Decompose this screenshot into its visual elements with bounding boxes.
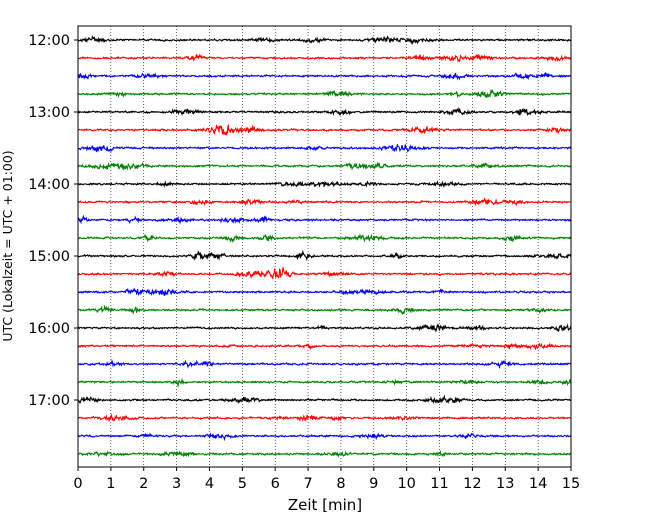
seismic-trace	[77, 342, 572, 351]
x-tick-label: 7	[303, 476, 312, 492]
x-tick-label: 12	[463, 476, 481, 492]
trace-layer	[77, 34, 572, 458]
x-tick-label: 5	[238, 476, 247, 492]
x-tick-label: 13	[496, 476, 514, 492]
x-tick-label: 8	[336, 476, 345, 492]
seismic-trace	[77, 71, 572, 81]
seismic-trace	[77, 394, 572, 405]
x-tick-label: 14	[529, 476, 547, 492]
seismic-trace	[77, 432, 572, 442]
seismic-trace	[77, 323, 572, 333]
y-tick-label: 15:00	[28, 249, 70, 265]
seismic-trace	[77, 450, 572, 458]
seismic-trace	[77, 413, 572, 423]
seismic-trace	[77, 233, 572, 244]
seismic-trace	[77, 144, 572, 153]
x-tick-label: 10	[397, 476, 415, 492]
seismic-trace	[77, 287, 572, 297]
seismic-trace	[77, 304, 572, 316]
seismic-trace	[77, 249, 572, 262]
x-tick-label: 9	[369, 476, 378, 492]
x-axis-ticks: 0 1 2 3 4 5 6 7 8 9 10 11 12 13 14 15	[73, 467, 580, 492]
x-tick-label: 1	[106, 476, 115, 492]
y-tick-label: 12:00	[28, 33, 70, 49]
seismic-trace	[77, 89, 572, 99]
seismic-trace	[77, 214, 572, 225]
y-axis-label: UTC (Lokalzeit = UTC + 01:00)	[0, 150, 15, 341]
y-tick-label: 14:00	[28, 177, 70, 193]
seismic-trace	[77, 197, 572, 207]
seismic-trace	[77, 53, 572, 63]
y-axis-ticks: 12:00 13:00 14:00 15:00 16:00 17:00	[28, 33, 78, 409]
plot-frame	[77, 25, 572, 468]
y-tick-label: 17:00	[28, 393, 70, 409]
seismic-trace	[77, 123, 572, 136]
seismic-trace	[77, 161, 572, 171]
x-tick-label: 4	[205, 476, 214, 492]
seismic-trace	[77, 34, 572, 45]
x-tick-label: 2	[139, 476, 148, 492]
x-tick-label: 0	[73, 476, 82, 492]
seismic-trace	[77, 179, 572, 189]
y-tick-label: 13:00	[28, 105, 70, 121]
x-axis-label: Zeit [min]	[288, 496, 362, 514]
x-tick-label: 6	[271, 476, 280, 492]
seismic-trace	[77, 106, 572, 117]
x-tick-label: 15	[562, 476, 580, 492]
seismic-trace	[77, 358, 572, 370]
x-tick-label: 3	[172, 476, 181, 492]
seismic-trace	[77, 377, 572, 388]
seismic-trace	[77, 267, 572, 280]
x-tick-label: 11	[430, 476, 448, 492]
y-tick-label: 16:00	[28, 321, 70, 337]
